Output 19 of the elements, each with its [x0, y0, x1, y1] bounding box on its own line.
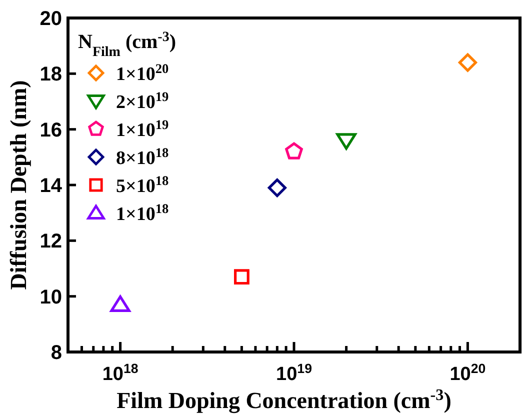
legend-label: 2×10$^{19}$	[116, 88, 169, 113]
x-axis-title: Film Doping Concentration (cm$^{-3}$)	[116, 386, 452, 414]
legend-label: 1×10$^{20}$	[116, 60, 169, 85]
legend-label: 8×10$^{18}$	[116, 144, 169, 169]
legend-title: N$_{Film}$ (cm$^{-3}$)	[78, 30, 176, 60]
y-tick-label: 20	[40, 8, 62, 30]
y-tick-label: 18	[40, 64, 62, 86]
y-tick-label: 10	[40, 286, 62, 308]
x-tick-label: 10$^{20}$	[450, 360, 486, 385]
y-axis-title: Diffusion Depth (nm)	[6, 80, 31, 290]
y-tick-label: 14	[40, 175, 63, 197]
legend-label: 5×10$^{18}$	[116, 172, 169, 197]
y-tick-label: 16	[40, 119, 62, 142]
y-tick-label: 8	[50, 342, 62, 364]
x-tick-label: 10$^{19}$	[276, 360, 312, 385]
y-tick-label: 12	[40, 230, 62, 253]
x-tick-label: 10$^{18}$	[102, 360, 138, 385]
legend-label: 1×10$^{19}$	[116, 116, 169, 141]
legend-label: 1×10$^{18}$	[116, 200, 169, 225]
